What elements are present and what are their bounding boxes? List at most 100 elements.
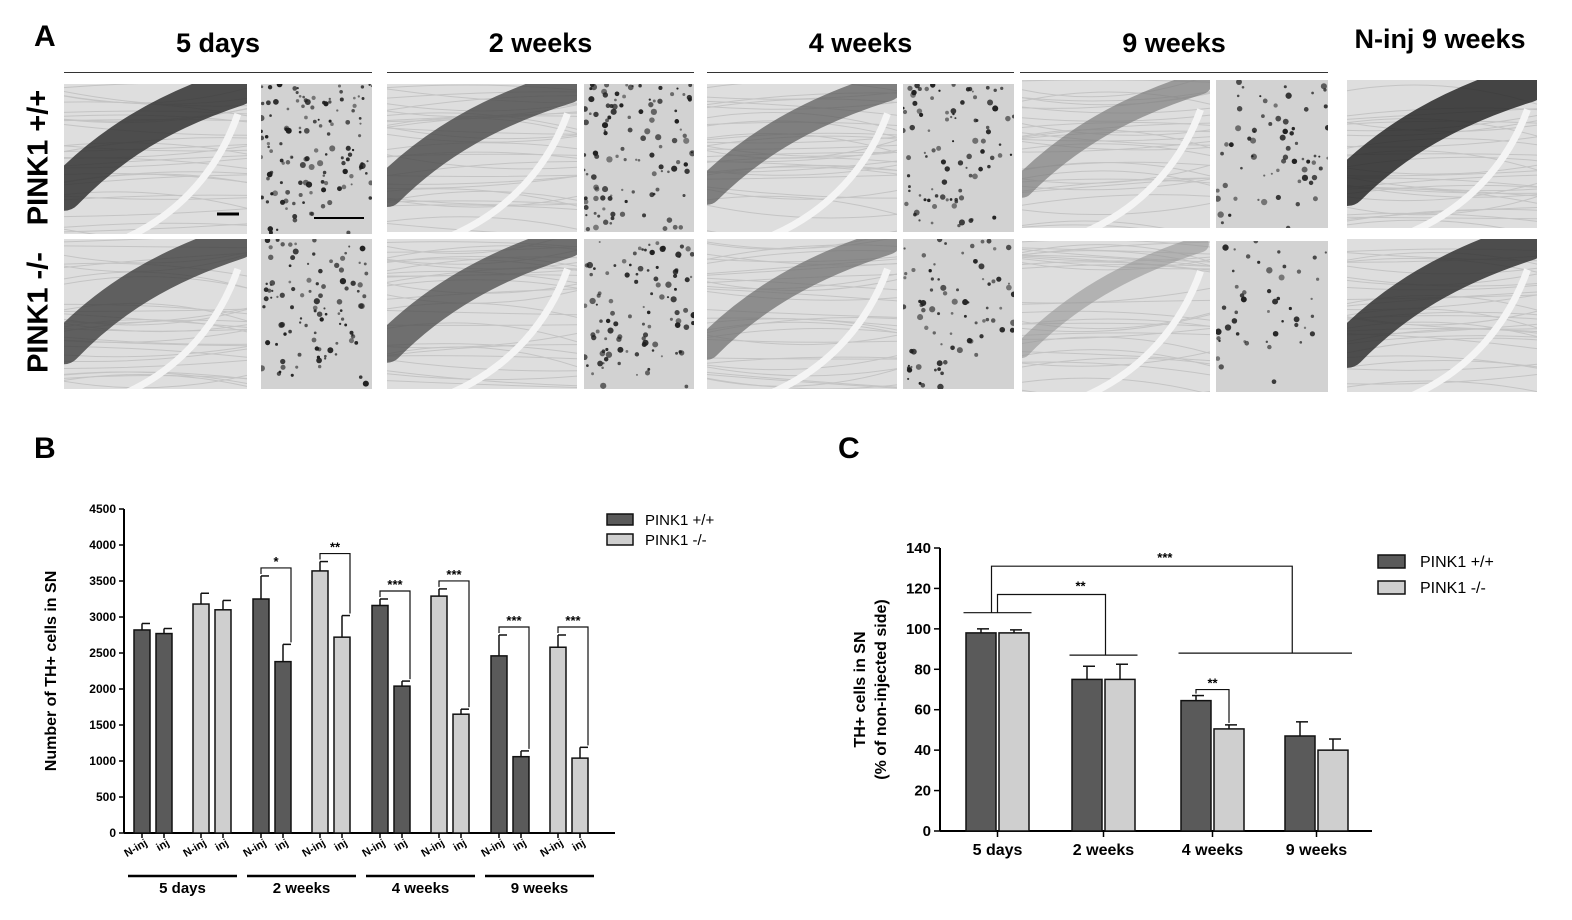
tissue-fibre xyxy=(1022,164,1210,184)
micrograph-image xyxy=(1022,241,1210,392)
column-rule-2-weeks xyxy=(387,72,694,73)
tissue-fibre xyxy=(387,200,577,205)
neuron-dot xyxy=(916,108,923,114)
neuron-dot xyxy=(987,164,991,169)
neuron-dot xyxy=(295,365,299,369)
neuron-dot xyxy=(1222,244,1229,251)
tissue-fibre xyxy=(64,208,247,218)
neuron-dot xyxy=(261,115,265,122)
neuron-dot xyxy=(357,95,360,98)
neuron-dot xyxy=(963,314,967,318)
neuron-dot xyxy=(362,380,369,387)
neuron-dot xyxy=(660,245,666,251)
micrograph xyxy=(903,84,1014,232)
ventricle-curve xyxy=(772,112,891,232)
neuron-dot xyxy=(637,158,641,162)
neuron-dot xyxy=(1291,126,1296,131)
significance-bracket xyxy=(498,626,530,749)
neuron-dot xyxy=(652,99,656,103)
neuron-dot xyxy=(925,155,928,158)
neuron-dot xyxy=(1311,174,1318,181)
neuron-dot xyxy=(643,248,647,252)
neuron-dot xyxy=(998,143,1002,146)
neuron-dot xyxy=(1217,211,1224,218)
micrograph xyxy=(387,239,577,389)
neuron-dot xyxy=(586,261,594,269)
neuron-dot xyxy=(312,239,317,243)
neuron-dot xyxy=(598,240,601,244)
neuron-dot xyxy=(285,189,291,195)
neuron-dot xyxy=(992,215,997,220)
neuron-dot xyxy=(324,153,328,156)
neuron-dot xyxy=(1267,344,1272,350)
neuron-dot xyxy=(1231,269,1235,273)
neuron-dot xyxy=(270,296,273,299)
neuron-dot xyxy=(337,312,341,315)
bar xyxy=(1180,699,1212,832)
significance-label: *** xyxy=(565,613,581,628)
neuron-dot xyxy=(1272,330,1279,337)
neuron-dot xyxy=(298,94,302,98)
neuron-dot xyxy=(1301,157,1305,161)
neuron-dot xyxy=(342,168,348,175)
neuron-dot xyxy=(269,280,276,286)
significance-bracket xyxy=(438,580,470,708)
neuron-dot xyxy=(962,299,969,306)
neuron-dot xyxy=(310,105,315,110)
neuron-dot xyxy=(261,195,264,200)
neuron-dot xyxy=(911,267,916,273)
micrograph-image xyxy=(1022,80,1210,228)
neuron-dot xyxy=(623,158,627,162)
neuron-dot xyxy=(933,368,937,372)
neuron-dot xyxy=(317,160,324,167)
chart-c: 0 20 40 60 80 100 120 140 TH+ cells in SN (% of n… xyxy=(852,540,1494,859)
substantia-nigra-band xyxy=(64,84,247,211)
neuron-dot xyxy=(358,303,365,309)
neuron-dot xyxy=(674,287,677,291)
neuron-dot xyxy=(903,109,908,115)
neuron-dot xyxy=(610,310,615,316)
neuron-dot xyxy=(987,282,991,286)
bar xyxy=(1071,678,1103,832)
neuron-dot xyxy=(316,357,322,364)
neuron-dot xyxy=(326,132,331,136)
neuron-dot xyxy=(1005,244,1012,251)
neuron-dot xyxy=(906,366,911,370)
bar-side-label: inj xyxy=(392,837,409,854)
neuron-dot xyxy=(261,155,264,160)
tissue-fibre xyxy=(707,186,897,199)
neuron-dot xyxy=(290,255,296,261)
neuron-dot xyxy=(647,324,652,329)
neuron-dot xyxy=(1312,255,1317,260)
bar-side-label: inj xyxy=(511,837,528,854)
neuron-dot xyxy=(991,279,996,284)
neuron-dot xyxy=(602,92,609,98)
neuron-dot xyxy=(1266,288,1272,294)
neuron-dot xyxy=(593,195,599,202)
neuron-dot xyxy=(1234,310,1239,315)
neuron-dot xyxy=(942,291,948,296)
neuron-dot xyxy=(930,221,934,225)
tissue-fibre xyxy=(1022,261,1210,273)
neuron-dot xyxy=(313,148,319,153)
neuron-dot xyxy=(684,168,690,174)
neuron-dot xyxy=(322,100,326,105)
neuron-dot xyxy=(329,259,333,264)
bar-side-label: N-inj xyxy=(122,837,149,860)
neuron-dot xyxy=(268,245,273,250)
neuron-dot xyxy=(918,112,924,118)
neuron-dot xyxy=(937,312,941,316)
neuron-dot xyxy=(593,184,599,191)
neuron-dot xyxy=(682,93,686,97)
neuron-dot xyxy=(354,340,359,345)
neuron-dot xyxy=(1009,153,1013,156)
neuron-dot xyxy=(300,293,305,298)
neuron-dot xyxy=(315,282,319,286)
neuron-dot xyxy=(927,129,931,132)
neuron-dot xyxy=(684,277,690,283)
column-header-2-weeks: 2 weeks xyxy=(488,28,593,58)
neuron-dot xyxy=(1222,182,1228,189)
neuron-dot xyxy=(585,214,588,217)
neuron-dot xyxy=(292,248,299,255)
tissue-fibre xyxy=(64,223,247,233)
